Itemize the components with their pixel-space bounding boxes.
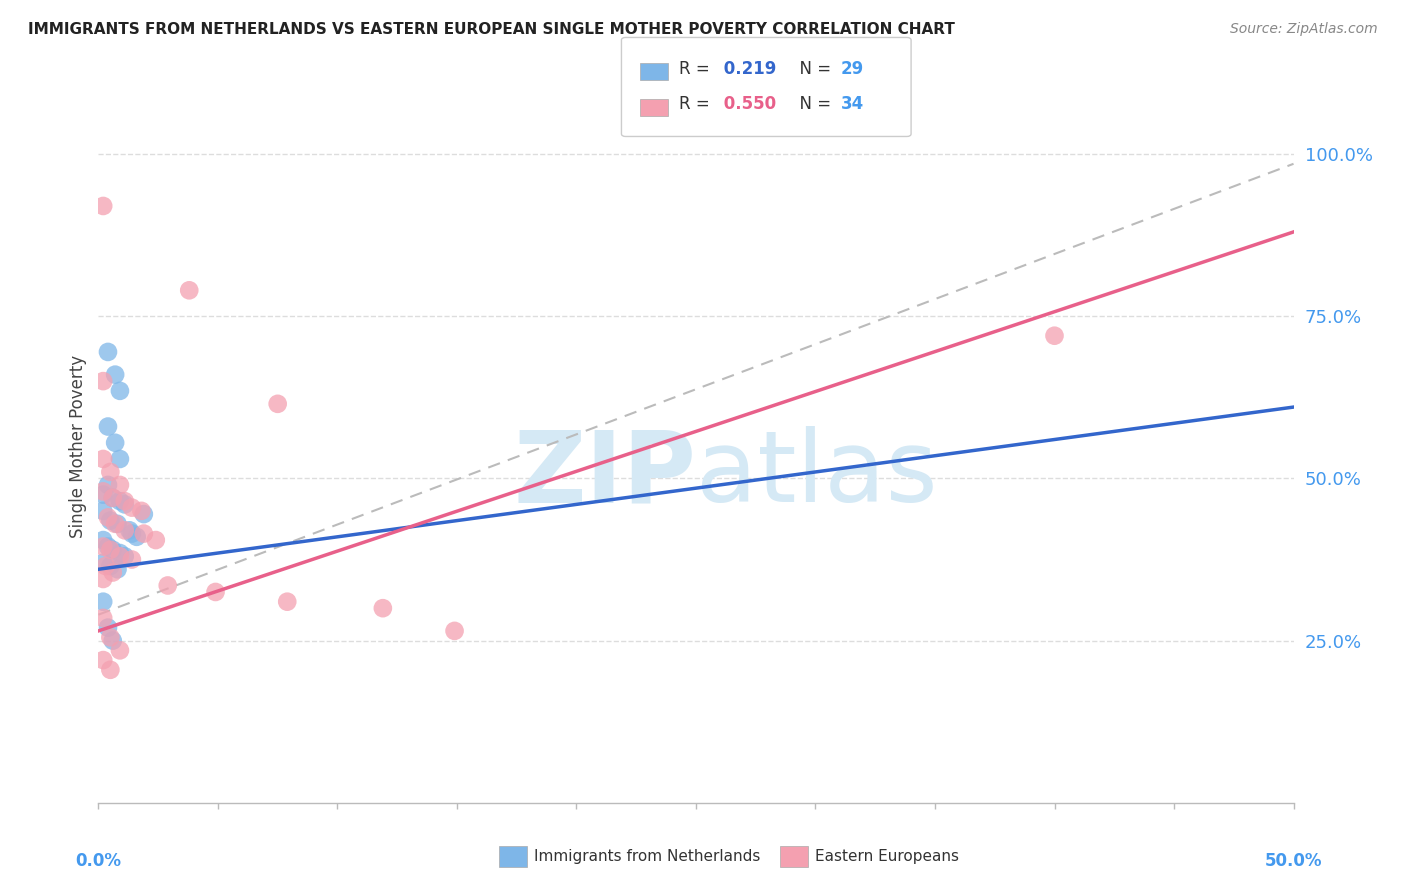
Point <box>91 533 114 547</box>
Point <box>371 601 394 615</box>
Text: 34: 34 <box>841 95 865 113</box>
Point <box>98 514 122 528</box>
Point <box>107 562 129 576</box>
Point <box>267 397 290 411</box>
Point <box>108 546 131 560</box>
Y-axis label: Single Mother Poverty: Single Mother Poverty <box>69 354 87 538</box>
Point <box>101 491 124 505</box>
Text: 0.219: 0.219 <box>718 60 778 78</box>
Point <box>114 494 136 508</box>
Point <box>443 624 465 638</box>
Point <box>104 516 127 531</box>
Point <box>91 452 114 467</box>
Point <box>114 497 136 511</box>
Text: 0.0%: 0.0% <box>76 852 121 870</box>
Point <box>97 345 120 359</box>
Point <box>179 283 201 297</box>
Point <box>121 526 143 541</box>
Point <box>101 566 124 580</box>
Point <box>276 595 298 609</box>
Text: Eastern Europeans: Eastern Europeans <box>815 849 959 863</box>
Point <box>108 494 131 508</box>
Point <box>132 526 155 541</box>
Text: Source: ZipAtlas.com: Source: ZipAtlas.com <box>1230 22 1378 37</box>
Point <box>114 549 136 564</box>
Point <box>98 542 122 557</box>
Point <box>97 419 120 434</box>
Text: N =: N = <box>789 95 837 113</box>
Point <box>108 478 131 492</box>
Point <box>101 633 124 648</box>
Text: IMMIGRANTS FROM NETHERLANDS VS EASTERN EUROPEAN SINGLE MOTHER POVERTY CORRELATIO: IMMIGRANTS FROM NETHERLANDS VS EASTERN E… <box>28 22 955 37</box>
Point <box>98 559 122 574</box>
Point <box>94 559 117 574</box>
Point <box>101 491 124 505</box>
Point <box>132 507 155 521</box>
Point <box>104 435 127 450</box>
Point <box>204 585 226 599</box>
Text: R =: R = <box>679 95 716 113</box>
Point <box>91 199 114 213</box>
Text: atlas: atlas <box>696 426 938 523</box>
Point <box>107 516 129 531</box>
Point <box>121 552 143 566</box>
Point <box>125 530 148 544</box>
Point <box>104 368 127 382</box>
Point <box>97 478 120 492</box>
Text: ZIP: ZIP <box>513 426 696 523</box>
Point <box>91 653 114 667</box>
Text: 29: 29 <box>841 60 865 78</box>
Point <box>108 643 131 657</box>
Point <box>98 465 122 479</box>
Point <box>97 540 120 554</box>
Point <box>98 631 122 645</box>
Text: Immigrants from Netherlands: Immigrants from Netherlands <box>534 849 761 863</box>
Point <box>98 663 122 677</box>
Point <box>114 524 136 538</box>
Text: 50.0%: 50.0% <box>1265 852 1322 870</box>
Point <box>91 611 114 625</box>
Point <box>91 540 114 554</box>
Point <box>118 524 141 538</box>
Point <box>156 578 179 592</box>
Point <box>1043 328 1066 343</box>
Point <box>97 510 120 524</box>
Point <box>91 504 114 518</box>
Point <box>121 500 143 515</box>
Point <box>91 556 114 570</box>
Point <box>145 533 167 547</box>
Point <box>91 484 114 499</box>
Point <box>91 595 114 609</box>
Text: 0.550: 0.550 <box>718 95 776 113</box>
Point <box>97 621 120 635</box>
Text: R =: R = <box>679 60 716 78</box>
Point <box>108 549 131 564</box>
Text: N =: N = <box>789 60 837 78</box>
Point <box>108 384 131 398</box>
Point <box>91 374 114 388</box>
Point <box>101 542 124 557</box>
Point <box>131 504 153 518</box>
Point <box>108 452 131 467</box>
Point <box>91 572 114 586</box>
Point <box>91 488 114 502</box>
